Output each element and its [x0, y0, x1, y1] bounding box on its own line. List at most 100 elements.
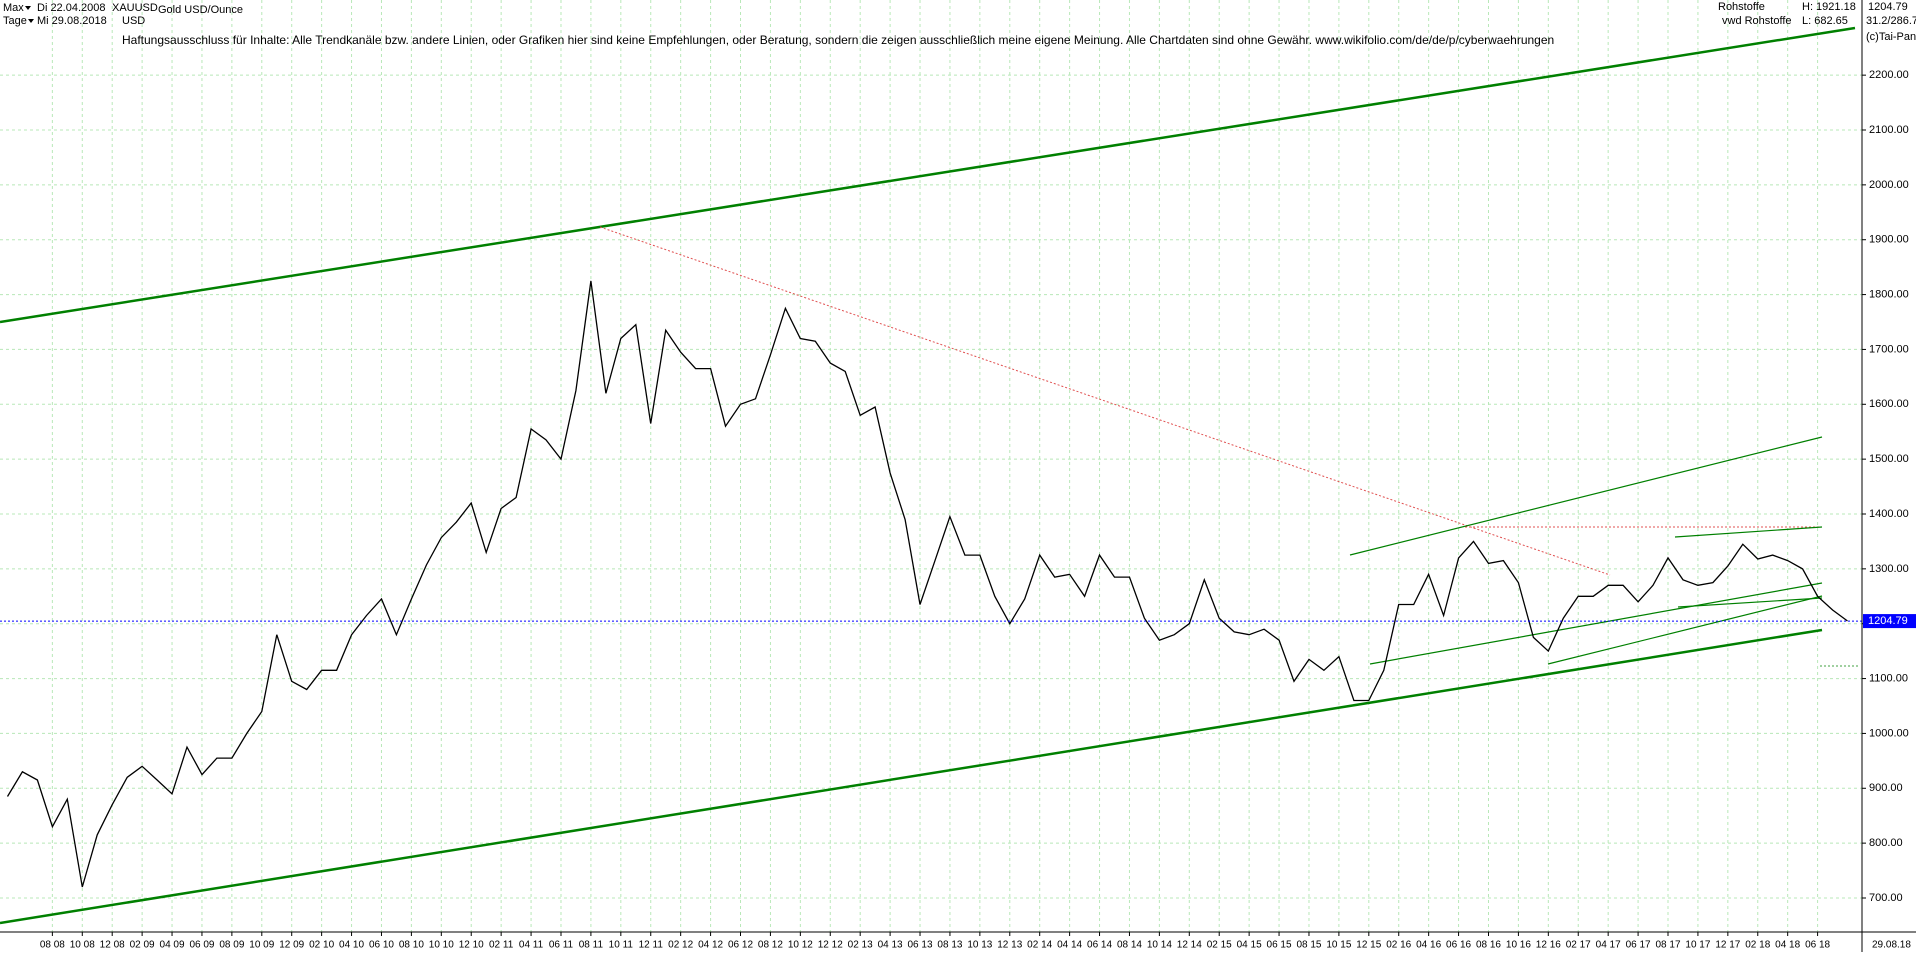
x-tick-label: 02 16 — [1386, 940, 1411, 951]
x-tick-label: 04 14 — [1057, 940, 1082, 951]
trend-line — [1677, 597, 1823, 608]
x-tick-label: 08 11 — [579, 940, 604, 951]
x-tick-label: 02 10 — [309, 940, 334, 951]
x-tick-label: 10 10 — [429, 940, 454, 951]
x-tick-label: 12 13 — [997, 940, 1022, 951]
trend-line — [0, 628, 1823, 925]
x-tick-label: 06 09 — [189, 940, 214, 951]
x-tick-label: 02 14 — [1027, 940, 1052, 951]
x-tick-label: 04 11 — [519, 940, 544, 951]
y-tick-label: 1900.00 — [1869, 234, 1909, 246]
y-tick-label: 1700.00 — [1869, 343, 1909, 355]
x-tick-label: 04 17 — [1596, 940, 1621, 951]
x-tick-label: 12 08 — [100, 940, 125, 951]
x-tick-label: 10 08 — [70, 940, 95, 951]
y-tick-label: 1000.00 — [1869, 727, 1909, 739]
x-tick-label: 02 15 — [1207, 940, 1232, 951]
y-tick-label: 1500.00 — [1869, 453, 1909, 465]
last-value-header: 1204.79 — [1868, 1, 1908, 13]
y-tick-label: 800.00 — [1869, 837, 1903, 849]
x-tick-label: 12 15 — [1356, 940, 1381, 951]
chart-title: Gold USD/Ounce — [158, 4, 243, 16]
x-tick-label: 06 15 — [1267, 940, 1292, 951]
x-tick-label: 06 16 — [1446, 940, 1471, 951]
range-info: 31.2/286.7 — [1866, 15, 1916, 27]
y-tick-label: 2100.00 — [1869, 124, 1909, 136]
x-tick-label: 06 12 — [728, 940, 753, 951]
last-value-label: 1204.79 — [1868, 615, 1908, 627]
x-tick-label: 12 11 — [639, 940, 664, 951]
marks — [0, 280, 1862, 888]
y-tick-label: 1400.00 — [1869, 508, 1909, 520]
x-tick-label: 04 13 — [878, 940, 903, 951]
x-tick-label: 02 13 — [848, 940, 873, 951]
x-tick-label: 10 15 — [1326, 940, 1351, 951]
labels: 700.00800.00900.001000.001100.001200.001… — [40, 69, 1916, 951]
x-tick-label: 02 09 — [130, 940, 155, 951]
x-tick-label: 08 16 — [1476, 940, 1501, 951]
x-tick-label: 04 18 — [1775, 940, 1800, 951]
x-tick-label: 10 17 — [1685, 940, 1710, 951]
y-tick-label: 1100.00 — [1869, 672, 1908, 684]
x-tick-label: 06 11 — [549, 940, 574, 951]
low-label: L: 682.65 — [1802, 15, 1848, 27]
currency: USD — [122, 15, 145, 27]
x-tick-label: 04 16 — [1416, 940, 1441, 951]
x-tick-label: 12 09 — [279, 940, 304, 951]
end-date: Mi 29.08.2018 — [37, 15, 107, 27]
y-tick-label: 1300.00 — [1869, 563, 1909, 575]
y-tick-label: 900.00 — [1869, 782, 1903, 794]
trend-line — [1369, 582, 1823, 665]
symbol: XAUUSD — [112, 2, 158, 14]
x-tick-label: 12 16 — [1536, 940, 1561, 951]
trend-line — [1547, 595, 1823, 665]
source: Rohstoffe — [1718, 1, 1765, 13]
y-tick-label: 1800.00 — [1869, 288, 1909, 300]
x-tick-label: 04 10 — [339, 940, 364, 951]
x-tick-label: 08 10 — [399, 940, 424, 951]
y-tick-label: 1600.00 — [1869, 398, 1909, 410]
x-tick-label: 12 12 — [818, 940, 843, 951]
x-tick-label: 06 13 — [908, 940, 933, 951]
trend-lines — [0, 26, 1860, 925]
high-label: H: 1921.18 — [1802, 1, 1856, 13]
disclaimer: Haftungsausschluss für Inhalte: Alle Tre… — [122, 33, 1554, 47]
x-tick-label: 04 15 — [1237, 940, 1262, 951]
x-tick-label: 08 12 — [758, 940, 783, 951]
x-tick-label: 10 11 — [609, 940, 634, 951]
x-tick-label: 08 14 — [1117, 940, 1142, 951]
source-detail: vwd Rohstoffe — [1722, 15, 1792, 27]
x-tick-label: 02 18 — [1745, 940, 1770, 951]
trend-line — [1349, 436, 1823, 556]
trend-line — [1674, 526, 1823, 538]
x-tick-label: 10 16 — [1506, 940, 1531, 951]
x-tick-label: 06 10 — [369, 940, 394, 951]
x-tick-label: 12 17 — [1715, 940, 1740, 951]
x-tick-label: 04 09 — [160, 940, 185, 951]
x-tick-label: 06 14 — [1087, 940, 1112, 951]
x-tick-label: 10 13 — [967, 940, 992, 951]
x-tick-label: 08 15 — [1296, 940, 1321, 951]
copyright: (c)Tai-Pan — [1866, 31, 1916, 43]
x-tick-label: 10 09 — [249, 940, 274, 951]
dropdown-arrow — [25, 6, 31, 10]
last-value-box — [1863, 614, 1916, 629]
x-tick-label: 12 10 — [459, 940, 484, 951]
x-tick-label: 10 14 — [1147, 940, 1172, 951]
start-date: Di 22.04.2008 — [37, 2, 106, 14]
x-tick-label: 12 14 — [1177, 940, 1202, 951]
x-tick-label: 06 17 — [1626, 940, 1651, 951]
x-tick-label: 08 17 — [1655, 940, 1680, 951]
x-tick-label: 02 12 — [668, 940, 693, 951]
x-tick-label: 10 12 — [788, 940, 813, 951]
x-tick-label: 04 12 — [698, 940, 723, 951]
x-tick-label: 08 13 — [937, 940, 962, 951]
interval-label[interactable]: Tage — [3, 15, 27, 27]
y-tick-label: 2000.00 — [1869, 179, 1909, 191]
end-label: 29.08.18 — [1872, 940, 1911, 951]
grid — [0, 0, 1862, 932]
x-tick-label: 06 18 — [1805, 940, 1830, 951]
range-label[interactable]: Max — [3, 2, 24, 14]
x-tick-label: 02 17 — [1566, 940, 1591, 951]
